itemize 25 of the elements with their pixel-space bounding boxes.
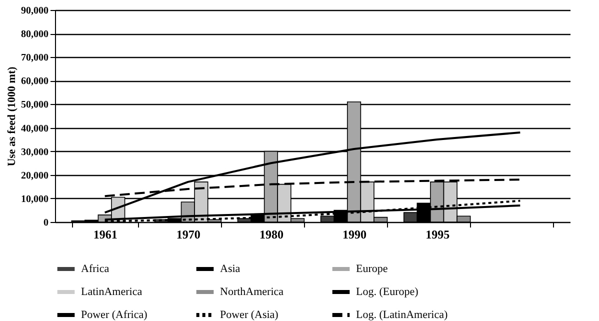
y-tick-label: 80,000 [21,29,48,40]
x-tick-label: 1990 [342,228,367,242]
y-tick-label: 30,000 [21,146,48,158]
y-tick-label: 20,000 [21,170,48,182]
x-tick-label: 1995 [426,228,450,242]
y-tick-label: 50,000 [21,100,48,111]
x-tick-label: 1980 [259,228,284,242]
y-tick-label: 90,000 [21,6,48,16]
y-axis-title: Use as feed (1000 mt) [6,66,18,166]
y-tick-label: 0 [44,218,48,228]
legend-label: Power (Asia) [220,309,279,321]
legend-label: Log. (Europe) [356,286,419,298]
y-tick-label: 40,000 [21,123,48,134]
y-tick-label: 10,000 [21,194,48,205]
legend-label: Europe [356,263,388,275]
y-tick-label: 70,000 [21,52,48,64]
legend-label: Log. (LatinAmerica) [356,309,448,321]
legend-label: Asia [220,263,240,275]
legend-label: Power (Africa) [81,309,148,321]
legend-label: NorthAmerica [220,286,284,298]
y-tick-label: 60,000 [21,76,48,88]
legend-label: LatinAmerica [81,286,142,298]
x-tick-label: 1961 [93,228,118,242]
x-tick-label: 1970 [176,228,200,242]
legend-label: Africa [81,263,110,275]
